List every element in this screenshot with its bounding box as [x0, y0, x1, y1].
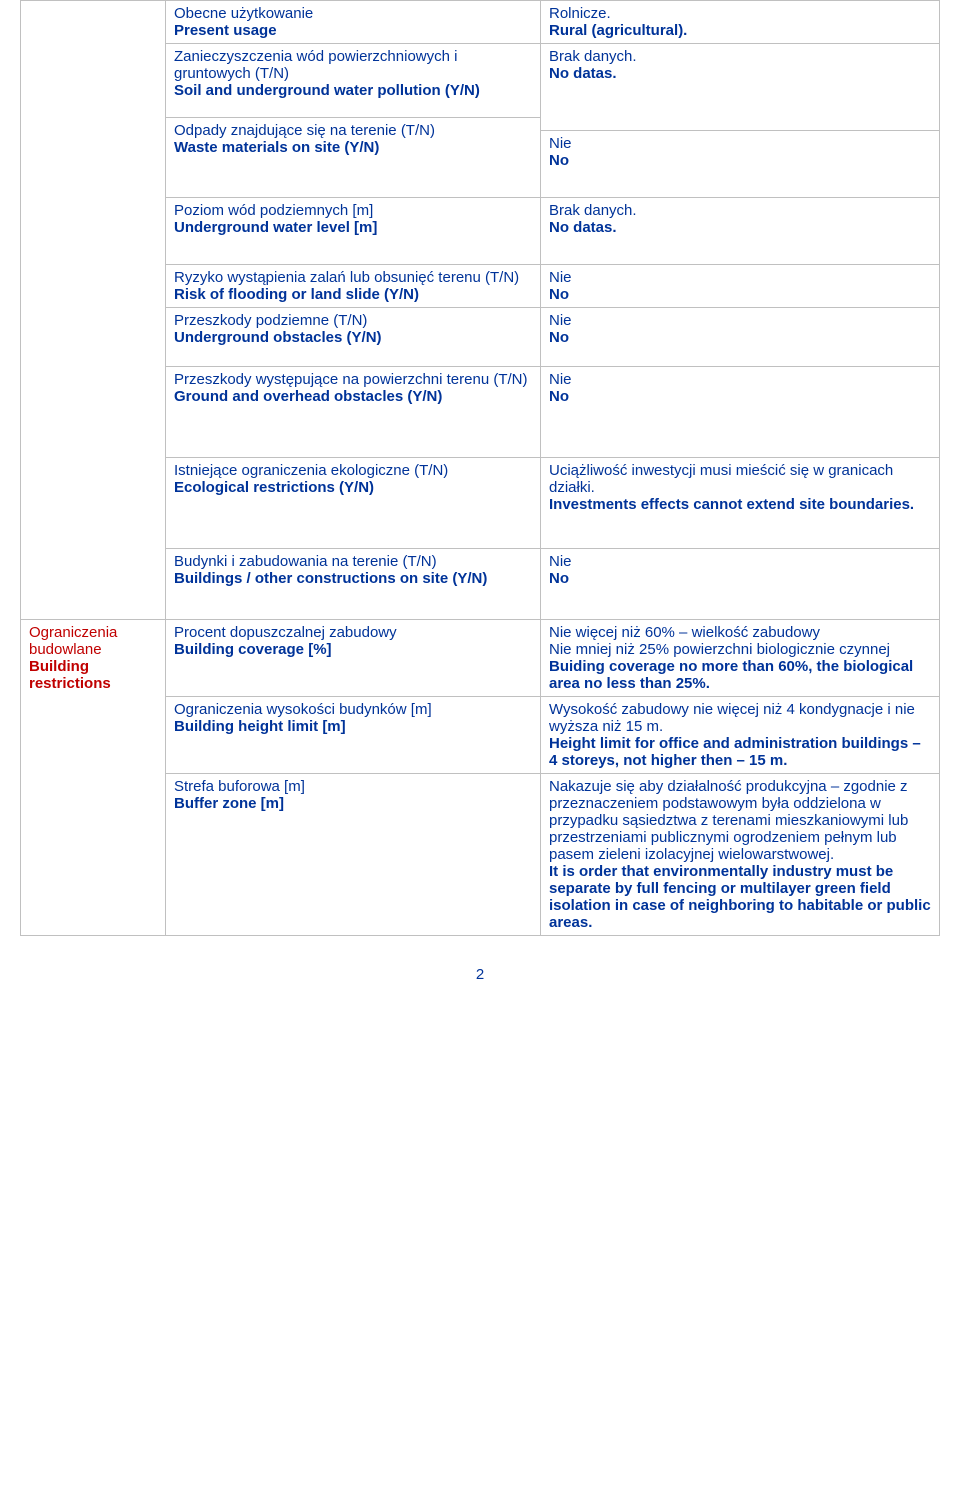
- cell-underground-label: Przeszkody podziemne (T/N) Underground o…: [166, 308, 541, 367]
- cell-ground-eco-bldgs-value: Nie No Uciążliwość inwestycji musi mieśc…: [541, 367, 940, 620]
- label-en: Risk of flooding or land slide (Y/N): [174, 286, 532, 303]
- section2-sidebar: Ograniczenia budowlane Building restrict…: [21, 620, 166, 936]
- label-pl: Zanieczyszczenia wód powierzchniowych i …: [174, 48, 532, 82]
- label-pl: Budynki i zabudowania na terenie (T/N): [174, 553, 532, 570]
- value-en: No: [549, 286, 931, 303]
- value-en: No: [549, 388, 931, 405]
- value-en: It is order that environmentally industr…: [549, 863, 931, 931]
- label-pl: Strefa buforowa [m]: [174, 778, 532, 795]
- label-pl: Procent dopuszczalnej zabudowy: [174, 624, 532, 641]
- label-en: Underground obstacles (Y/N): [174, 329, 532, 346]
- value-pl: Nie: [549, 553, 931, 570]
- value-en: Height limit for office and administrati…: [549, 735, 931, 769]
- cell-height-label: Ograniczenia wysokości budynków [m] Buil…: [166, 697, 541, 774]
- label-en: Present usage: [174, 22, 532, 39]
- cell-waterlevel-label: Poziom wód podziemnych [m] Underground w…: [166, 198, 541, 265]
- label-en: Building coverage [%]: [174, 641, 532, 658]
- label-en: Buffer zone [m]: [174, 795, 532, 812]
- value-en: No datas.: [549, 219, 931, 236]
- cell-pollution-waste-label: Zanieczyszczenia wód powierzchniowych i …: [166, 44, 541, 198]
- cell-present-usage-label: Obecne użytkowanie Present usage: [166, 1, 541, 44]
- section1-sidebar: [21, 1, 166, 620]
- cell-underground-value: Nie No: [541, 308, 940, 367]
- value-en: No: [549, 570, 931, 587]
- label-pl: Ryzyko wystąpienia zalań lub obsunięć te…: [174, 269, 532, 286]
- label-pl: Odpady znajdujące się na terenie (T/N): [174, 122, 532, 139]
- cell-pollution-waste-value: Brak danych. No datas. Nie No: [541, 44, 940, 198]
- value-pl: Rolnicze.: [549, 5, 931, 22]
- value-en: Rural (agricultural).: [549, 22, 931, 39]
- section-title-en: Building restrictions: [29, 658, 157, 692]
- cell-coverage-label: Procent dopuszczalnej zabudowy Building …: [166, 620, 541, 697]
- data-table: Obecne użytkowanie Present usage Rolnicz…: [20, 0, 940, 936]
- value-pl: Brak danych.: [549, 48, 931, 65]
- label-pl: Ograniczenia wysokości budynków [m]: [174, 701, 532, 718]
- value-en: No: [549, 329, 931, 346]
- label-pl: Obecne użytkowanie: [174, 5, 532, 22]
- section-title-pl: Ograniczenia budowlane: [29, 624, 157, 658]
- label-en: Underground water level [m]: [174, 219, 532, 236]
- value-pl: Nakazuje się aby działalność produkcyjna…: [549, 778, 931, 863]
- label-pl: Poziom wód podziemnych [m]: [174, 202, 532, 219]
- value-pl: Uciążliwość inwestycji musi mieścić się …: [549, 462, 931, 496]
- cell-buffer-value: Nakazuje się aby działalność produkcyjna…: [541, 774, 940, 936]
- value-pl: Nie: [549, 135, 931, 152]
- value-en: Investments effects cannot extend site b…: [549, 496, 931, 513]
- value-pl: Nie: [549, 371, 931, 388]
- value-pl: Wysokość zabudowy nie więcej niż 4 kondy…: [549, 701, 931, 735]
- cell-waterlevel-value: Brak danych. No datas.: [541, 198, 940, 265]
- label-en: Waste materials on site (Y/N): [174, 139, 532, 156]
- cell-coverage-value: Nie więcej niż 60% – wielkość zabudowy N…: [541, 620, 940, 697]
- value-pl: Brak danych.: [549, 202, 931, 219]
- cell-flooding-value: Nie No: [541, 265, 940, 308]
- cell-height-value: Wysokość zabudowy nie więcej niż 4 kondy…: [541, 697, 940, 774]
- label-en: Building height limit [m]: [174, 718, 532, 735]
- label-en: Soil and underground water pollution (Y/…: [174, 82, 532, 99]
- value-en: No datas.: [549, 65, 931, 82]
- label-pl: Istniejące ograniczenia ekologiczne (T/N…: [174, 462, 532, 479]
- label-pl: Przeszkody występujące na powierzchni te…: [174, 371, 532, 388]
- cell-ground-eco-bldgs-label: Przeszkody występujące na powierzchni te…: [166, 367, 541, 620]
- page-number: 2: [20, 966, 940, 983]
- value-pl: Nie: [549, 269, 931, 286]
- label-en: Ecological restrictions (Y/N): [174, 479, 532, 496]
- cell-flooding-label: Ryzyko wystąpienia zalań lub obsunięć te…: [166, 265, 541, 308]
- value-en: No: [549, 152, 931, 169]
- label-en: Buildings / other constructions on site …: [174, 570, 532, 587]
- label-en: Ground and overhead obstacles (Y/N): [174, 388, 532, 405]
- label-pl: Przeszkody podziemne (T/N): [174, 312, 532, 329]
- value-pl: Nie więcej niż 60% – wielkość zabudowy N…: [549, 624, 931, 658]
- value-pl: Nie: [549, 312, 931, 329]
- cell-buffer-label: Strefa buforowa [m] Buffer zone [m]: [166, 774, 541, 936]
- value-en: Buiding coverage no more than 60%, the b…: [549, 658, 931, 692]
- cell-present-usage-value: Rolnicze. Rural (agricultural).: [541, 1, 940, 44]
